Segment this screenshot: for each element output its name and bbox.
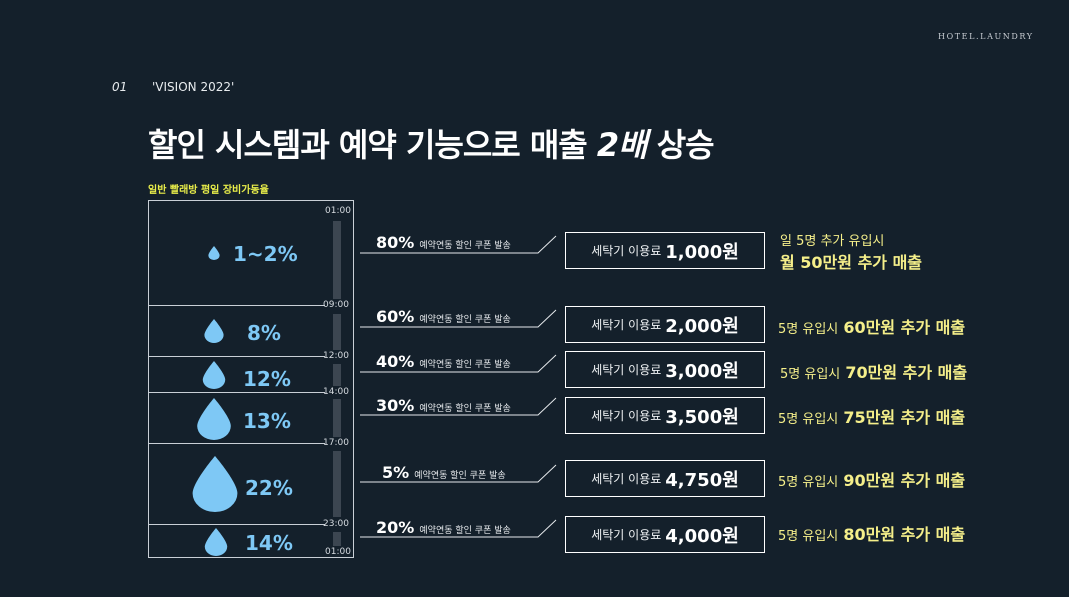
fee-box: 세탁기 이용료 3,500원 <box>565 397 765 434</box>
result-text: 5명 유입시 75만원 추가 매출 <box>778 404 965 428</box>
coupon-text: 예약연동 할인 쿠폰 발송 <box>419 360 511 370</box>
fee-label: 세탁기 이용료 <box>591 409 662 423</box>
result-text: 5명 유입시 70만원 추가 매출 <box>780 359 967 383</box>
utilization-percent: 1~2% <box>233 242 298 266</box>
utilization-bar <box>333 532 341 546</box>
result-line-1: 일 5명 추가 유입시 <box>780 234 885 249</box>
result-prefix: 5명 유입시 <box>778 529 839 544</box>
title-highlight: 2배 <box>596 126 648 164</box>
coupon-text: 예약연동 할인 쿠폰 발송 <box>419 241 511 251</box>
title-part-2: 상승 <box>646 126 715 164</box>
page-title: 할인 시스템과 예약 기능으로 매출 2배 상승 <box>148 120 715 166</box>
utilization-percent: 13% <box>243 409 291 433</box>
result-amount: 75만원 추가 매출 <box>843 408 966 427</box>
utilization-percent: 12% <box>243 367 291 391</box>
fee-value: 3,000원 <box>665 360 739 382</box>
utilization-chart: 01:00 09:00 12:00 14:00 17:00 23:00 01:0… <box>148 200 354 558</box>
time-label: 01:00 <box>325 206 351 216</box>
water-drop-icon <box>197 398 231 440</box>
utilization-bar <box>333 314 341 350</box>
discount-rate: 60% <box>376 307 415 326</box>
fee-value: 3,500원 <box>665 406 739 428</box>
utilization-percent: 8% <box>247 321 281 345</box>
result-prefix: 5명 유입시 <box>780 367 841 382</box>
fee-box: 세탁기 이용료 3,000원 <box>565 351 765 388</box>
fee-label: 세탁기 이용료 <box>591 318 662 332</box>
coupon-text: 예약연동 할인 쿠폰 발송 <box>419 315 511 325</box>
coupon-note: 60% 예약연동 할인 쿠폰 발송 <box>376 307 511 326</box>
time-divider <box>149 443 325 444</box>
water-drop-icon <box>204 319 224 343</box>
result-prefix: 5명 유입시 <box>778 412 839 427</box>
result-amount: 70만원 추가 매출 <box>845 363 968 382</box>
title-part-1: 할인 시스템과 예약 기능으로 매출 <box>148 126 597 164</box>
brand-logo-text: HOTEL.LAUNDRY <box>938 32 1034 41</box>
time-label: 23:00 <box>323 519 349 529</box>
result-prefix: 5명 유입시 <box>778 322 839 337</box>
water-drop-icon <box>202 361 226 389</box>
fee-label: 세탁기 이용료 <box>591 472 662 486</box>
fee-box: 세탁기 이용료 4,000원 <box>565 516 765 553</box>
result-amount: 80만원 추가 매출 <box>843 525 966 544</box>
utilization-bar <box>333 364 341 386</box>
water-drop-icon <box>208 246 220 260</box>
result-amount: 90만원 추가 매출 <box>843 471 966 490</box>
coupon-note: 30% 예약연동 할인 쿠폰 발송 <box>376 396 511 415</box>
fee-box: 세탁기 이용료 1,000원 <box>565 232 765 269</box>
discount-rate: 80% <box>376 233 415 252</box>
result-prefix: 5명 유입시 <box>778 475 839 490</box>
time-label: 09:00 <box>323 300 349 310</box>
fee-value: 4,000원 <box>665 525 739 547</box>
result-line-2: 월 50만원 추가 매출 <box>780 253 923 272</box>
coupon-text: 예약연동 할인 쿠폰 발송 <box>414 471 506 481</box>
time-label: 01:00 <box>325 547 351 557</box>
time-label: 17:00 <box>323 438 349 448</box>
discount-rate: 30% <box>376 396 415 415</box>
chart-label: 일반 빨래방 평일 장비가동율 <box>148 185 269 196</box>
fee-label: 세탁기 이용료 <box>591 528 662 542</box>
utilization-bar <box>333 451 341 517</box>
fee-label: 세탁기 이용료 <box>591 363 662 377</box>
result-amount: 60만원 추가 매출 <box>843 318 966 337</box>
time-divider <box>149 392 325 393</box>
time-divider <box>149 305 325 306</box>
result-text: 일 5명 추가 유입시 월 50만원 추가 매출 <box>780 230 922 273</box>
result-text: 5명 유입시 80만원 추가 매출 <box>778 521 965 545</box>
coupon-note: 5% 예약연동 할인 쿠폰 발송 <box>382 463 506 482</box>
time-divider <box>149 524 325 525</box>
fee-box: 세탁기 이용료 4,750원 <box>565 460 765 497</box>
connector-lines <box>360 235 557 538</box>
water-drop-icon <box>192 456 238 512</box>
coupon-text: 예약연동 할인 쿠폰 발송 <box>419 404 511 414</box>
section-number: 01 <box>112 80 128 94</box>
fee-value: 1,000원 <box>665 241 739 263</box>
coupon-note: 20% 예약연동 할인 쿠폰 발송 <box>376 518 511 537</box>
section-title: 'VISION 2022' <box>152 80 235 94</box>
coupon-note: 80% 예약연동 할인 쿠폰 발송 <box>376 233 511 252</box>
discount-rate: 5% <box>382 463 410 482</box>
water-drop-icon <box>204 528 228 556</box>
utilization-percent: 14% <box>245 531 293 555</box>
fee-value: 2,000원 <box>665 315 739 337</box>
result-text: 5명 유입시 60만원 추가 매출 <box>778 314 965 338</box>
coupon-note: 40% 예약연동 할인 쿠폰 발송 <box>376 352 511 371</box>
time-label: 12:00 <box>323 351 349 361</box>
time-label: 14:00 <box>323 387 349 397</box>
fee-value: 4,750원 <box>665 469 739 491</box>
result-text: 5명 유입시 90만원 추가 매출 <box>778 467 965 491</box>
utilization-bar <box>333 221 341 299</box>
utilization-bar <box>333 399 341 437</box>
discount-rate: 40% <box>376 352 415 371</box>
utilization-percent: 22% <box>245 476 293 500</box>
time-divider <box>149 356 325 357</box>
fee-box: 세탁기 이용료 2,000원 <box>565 306 765 343</box>
fee-label: 세탁기 이용료 <box>591 244 662 258</box>
discount-rate: 20% <box>376 518 415 537</box>
coupon-text: 예약연동 할인 쿠폰 발송 <box>419 526 511 536</box>
